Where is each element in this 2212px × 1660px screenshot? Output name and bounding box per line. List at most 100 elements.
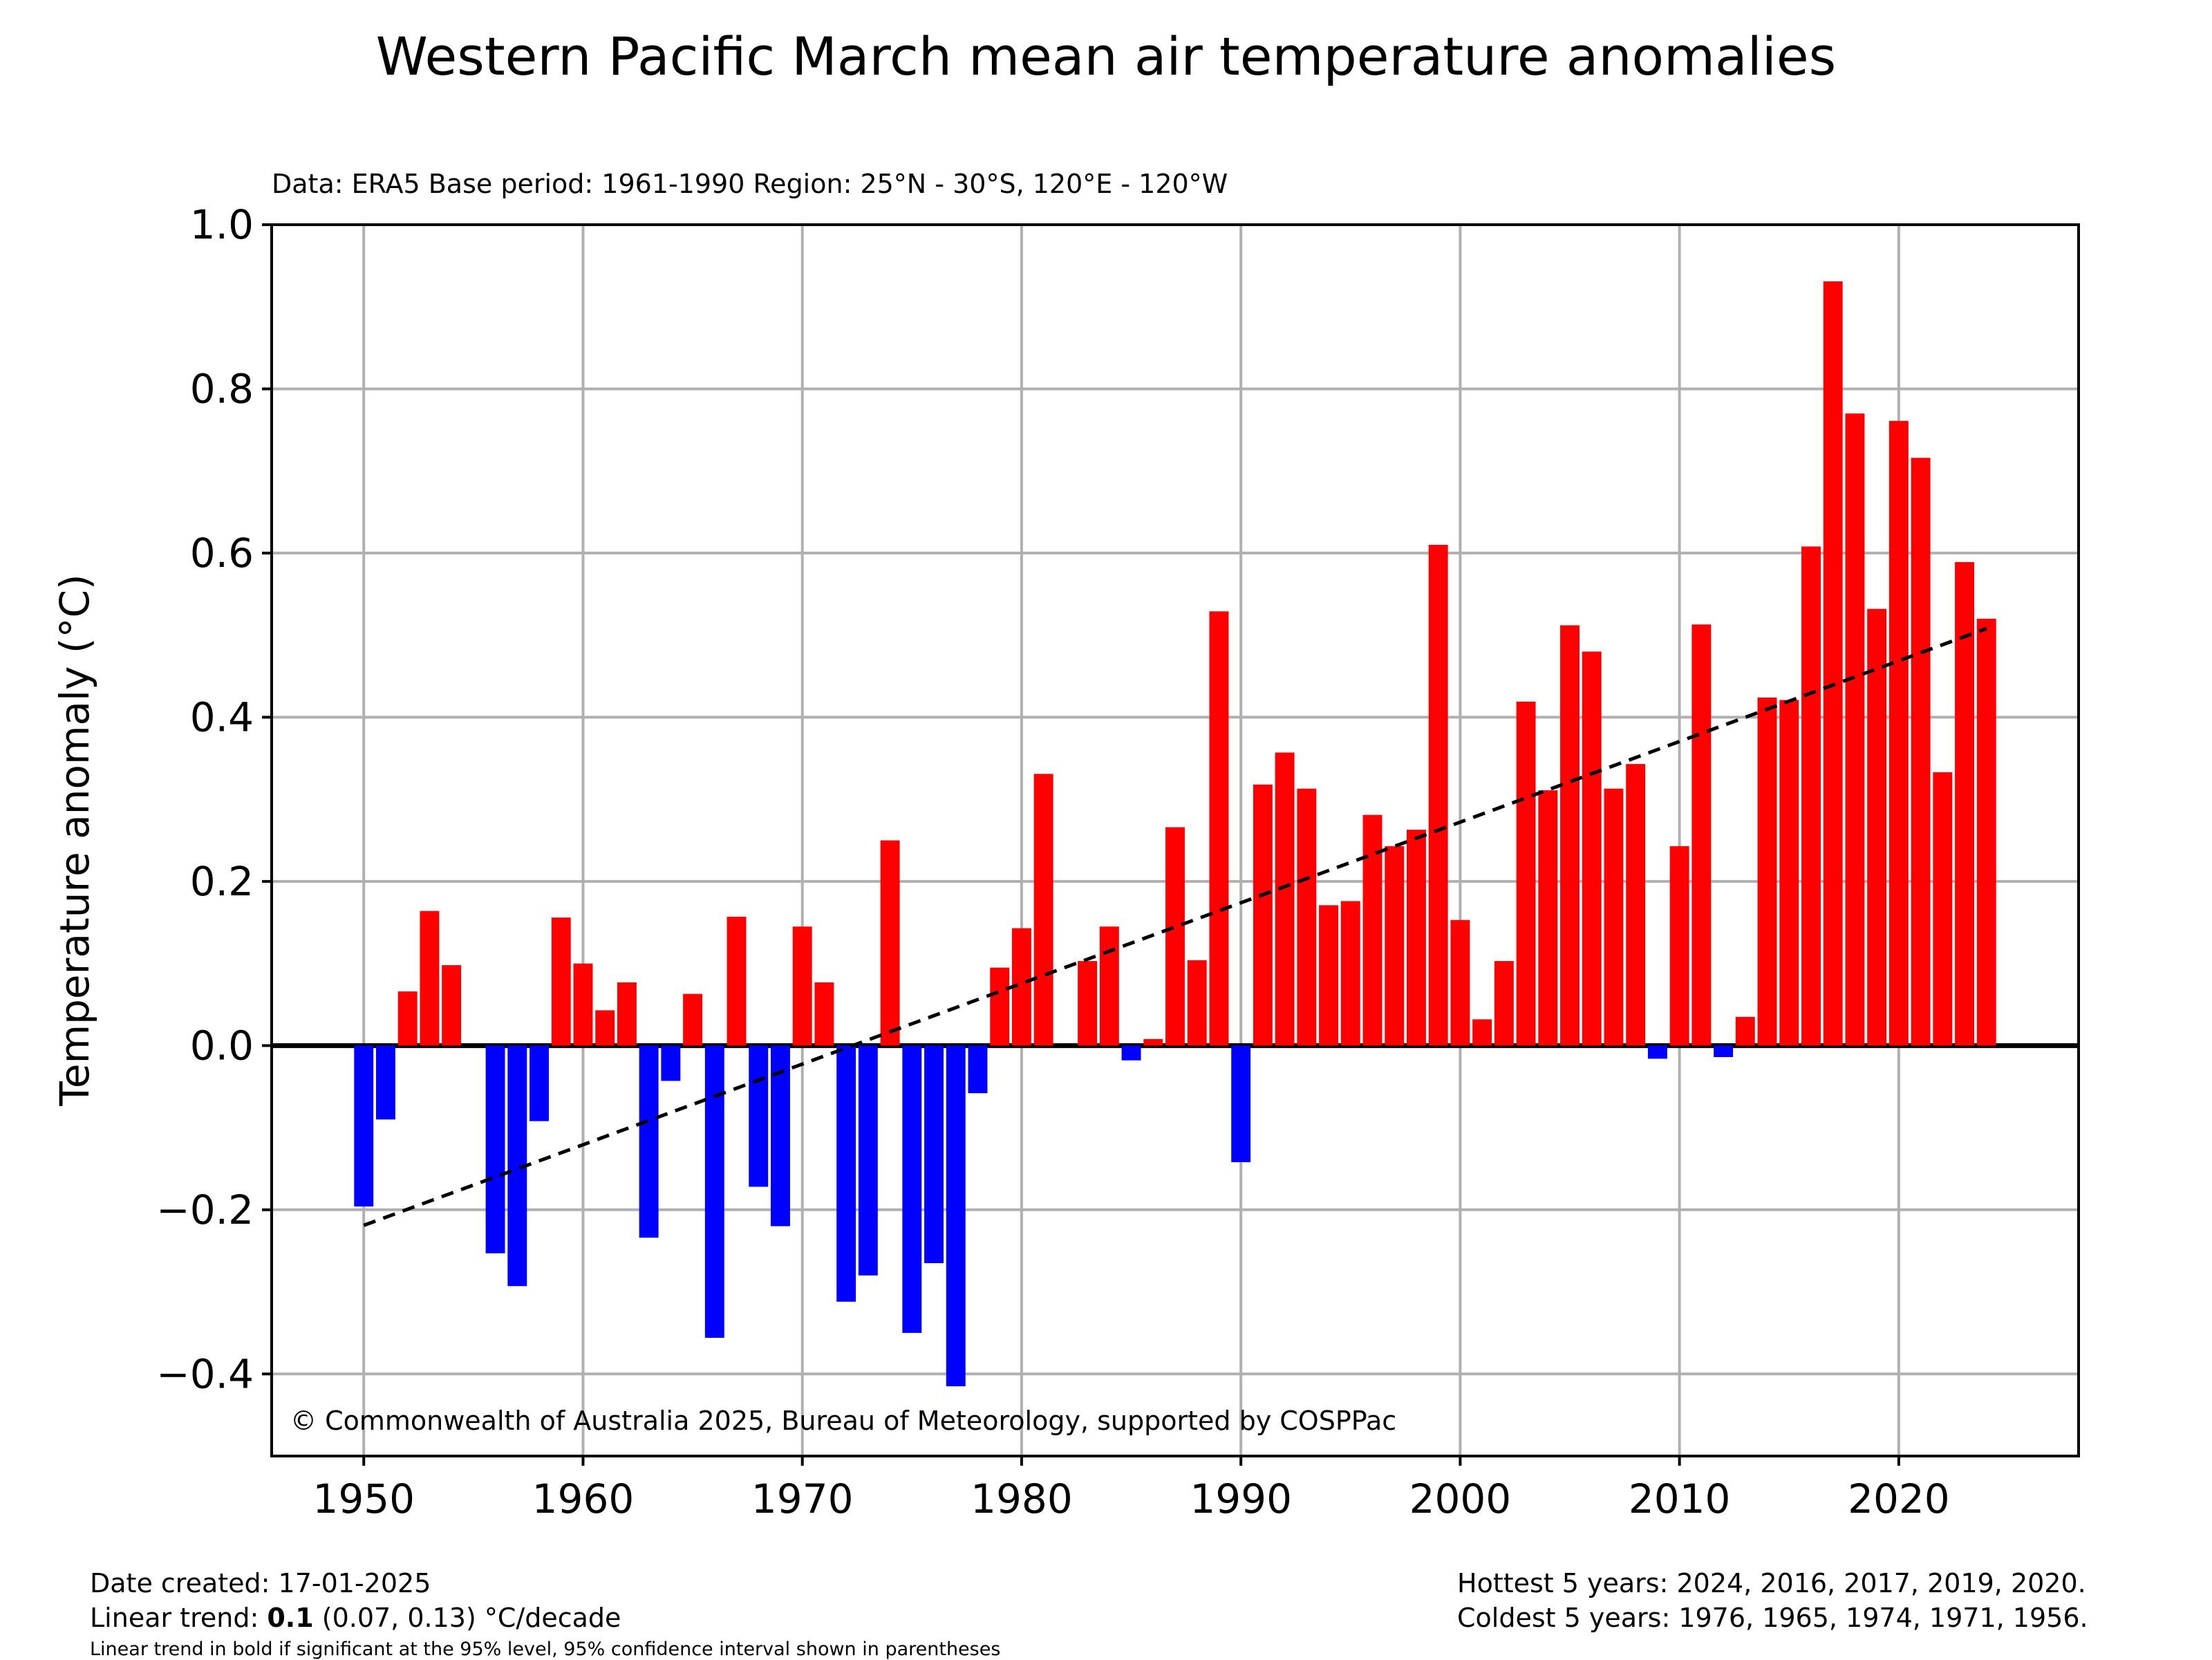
bar-2016 (1801, 546, 1821, 1046)
footer-left: Date created: 17-01-2025 Linear trend: 0… (90, 1566, 621, 1635)
bar-1988 (1187, 960, 1207, 1046)
coldest-years: Coldest 5 years: 1976, 1965, 1974, 1971,… (1457, 1603, 2088, 1633)
bar-1997 (1385, 846, 1405, 1046)
bar-1953 (420, 911, 440, 1046)
bar-2008 (1626, 764, 1646, 1046)
bar-2002 (1494, 961, 1514, 1046)
bar-1998 (1406, 830, 1426, 1046)
bar-2003 (1516, 701, 1536, 1046)
bar-1986 (1143, 1038, 1163, 1046)
bar-2020 (1888, 420, 1909, 1046)
y-tick-label: 0.4 (190, 693, 254, 740)
bar-1958 (529, 1045, 549, 1121)
bar-1993 (1297, 788, 1317, 1046)
bar-1954 (442, 964, 462, 1046)
bar-2014 (1757, 697, 1777, 1046)
bar-1983 (1078, 961, 1098, 1046)
x-tick-label: 1960 (532, 1475, 635, 1522)
bar-2015 (1779, 700, 1799, 1046)
bar-2013 (1735, 1016, 1755, 1046)
bar-1972 (836, 1045, 856, 1302)
bar-1991 (1253, 784, 1273, 1046)
trend-note: Linear trend in bold if significant at t… (90, 1639, 1001, 1660)
bar-2021 (1911, 458, 1931, 1046)
plot-frame (270, 223, 2080, 1457)
x-tick-label: 1970 (751, 1475, 854, 1522)
bar-2010 (1669, 846, 1689, 1046)
bar-1960 (573, 963, 593, 1046)
hottest-years: Hottest 5 years: 2024, 2016, 2017, 2019,… (1457, 1568, 2086, 1598)
x-tick-label: 2010 (1629, 1475, 1731, 1522)
date-created: Date created: 17-01-2025 (90, 1568, 431, 1598)
y-tick-label: 0.2 (190, 858, 254, 905)
bar-1961 (595, 1010, 615, 1046)
y-axis-label: Temperature anomaly (°C) (51, 574, 98, 1106)
y-tick-label: 0.8 (190, 365, 254, 412)
bar-2004 (1538, 790, 1558, 1046)
bar-1963 (639, 1045, 659, 1238)
bar-2012 (1714, 1045, 1734, 1057)
x-tick-label: 1980 (971, 1475, 1073, 1522)
bar-2017 (1823, 281, 1843, 1046)
bar-1989 (1209, 611, 1229, 1046)
bar-1992 (1275, 752, 1295, 1046)
bar-2000 (1450, 920, 1470, 1046)
x-tick-label: 2020 (1848, 1475, 1950, 1522)
bar-2019 (1867, 608, 1887, 1046)
footer-right: Hottest 5 years: 2024, 2016, 2017, 2019,… (1457, 1566, 2088, 1635)
bar-1978 (968, 1045, 988, 1094)
bar-2023 (1955, 561, 1974, 1046)
copyright-note: © Commonwealth of Australia 2025, Bureau… (290, 1406, 1396, 1436)
x-tick-label: 1990 (1190, 1475, 1292, 1522)
linear-trend-suffix: (0.07, 0.13) °C/decade (313, 1603, 621, 1633)
y-tick-label: 1.0 (190, 201, 254, 248)
bar-2009 (1647, 1045, 1667, 1059)
linear-trend-value: 0.1 (267, 1603, 314, 1633)
bar-2005 (1560, 625, 1580, 1046)
bar-1984 (1099, 926, 1119, 1046)
bars (354, 281, 1996, 1387)
bar-2006 (1582, 651, 1602, 1046)
bar-1970 (792, 926, 812, 1046)
bar-1975 (902, 1045, 922, 1333)
bar-1976 (924, 1045, 944, 1263)
bar-1950 (354, 1045, 374, 1207)
y-tick-label: 0.0 (190, 1022, 254, 1069)
bar-1987 (1165, 827, 1185, 1046)
bar-1966 (704, 1045, 724, 1339)
bar-1951 (376, 1045, 395, 1120)
bar-1995 (1340, 901, 1360, 1046)
bar-1977 (946, 1045, 966, 1387)
bar-1990 (1231, 1045, 1251, 1162)
bar-1971 (814, 982, 834, 1046)
y-tick-label: 0.6 (190, 530, 254, 577)
chart-subtitle: Data: ERA5 Base period: 1961-1990 Region… (272, 169, 1228, 199)
linear-trend-prefix: Linear trend: (90, 1603, 268, 1633)
bar-1999 (1428, 545, 1448, 1046)
bar-2022 (1933, 772, 1953, 1046)
bar-2007 (1604, 788, 1624, 1046)
bar-2011 (1691, 624, 1712, 1046)
bar-1985 (1121, 1045, 1141, 1061)
bar-2018 (1845, 413, 1865, 1046)
bar-1964 (661, 1045, 681, 1081)
x-tick-label: 1950 (312, 1475, 415, 1522)
bar-1979 (990, 967, 1010, 1046)
bar-1994 (1319, 905, 1339, 1046)
y-tick-label: −0.2 (156, 1186, 254, 1233)
bar-1974 (880, 840, 900, 1046)
bar-1965 (683, 994, 703, 1046)
trend-line (363, 626, 1987, 1227)
x-axis: 1950 1960 1970 1980 1990 2000 2010 2020 (312, 1456, 1950, 1522)
bar-1962 (617, 982, 637, 1046)
bar-1981 (1033, 774, 1053, 1046)
y-axis: 1.0 0.8 0.6 0.4 0.2 0.0 −0.2 −0.4 (156, 201, 272, 1397)
bar-1996 (1362, 814, 1382, 1046)
bar-1956 (485, 1045, 505, 1253)
y-tick-label: −0.4 (156, 1350, 254, 1397)
bar-1968 (749, 1045, 769, 1187)
bar-1973 (858, 1045, 878, 1276)
x-tick-label: 2000 (1409, 1475, 1512, 1522)
chart-title: Western Pacific March mean air temperatu… (376, 26, 1836, 87)
